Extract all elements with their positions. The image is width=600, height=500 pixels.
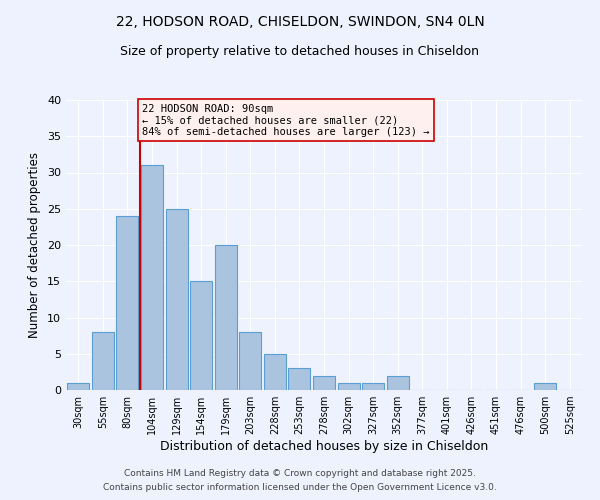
X-axis label: Distribution of detached houses by size in Chiseldon: Distribution of detached houses by size … [160,440,488,453]
Bar [386,376,409,390]
Text: 22, HODSON ROAD, CHISELDON, SWINDON, SN4 0LN: 22, HODSON ROAD, CHISELDON, SWINDON, SN4… [116,15,484,29]
Y-axis label: Number of detached properties: Number of detached properties [28,152,41,338]
Bar [313,376,335,390]
Bar [338,383,359,390]
Text: Size of property relative to detached houses in Chiseldon: Size of property relative to detached ho… [121,45,479,58]
Text: Contains public sector information licensed under the Open Government Licence v3: Contains public sector information licen… [103,484,497,492]
Bar [92,332,114,390]
Bar [67,383,89,390]
Bar [264,354,286,390]
Bar [289,368,310,390]
Bar [190,281,212,390]
Bar [215,245,237,390]
Text: Contains HM Land Registry data © Crown copyright and database right 2025.: Contains HM Land Registry data © Crown c… [124,468,476,477]
Bar [534,383,556,390]
Bar [362,383,384,390]
Bar [239,332,262,390]
Bar [116,216,139,390]
Bar [141,165,163,390]
Text: 22 HODSON ROAD: 90sqm
← 15% of detached houses are smaller (22)
84% of semi-deta: 22 HODSON ROAD: 90sqm ← 15% of detached … [142,104,430,137]
Bar [166,209,188,390]
